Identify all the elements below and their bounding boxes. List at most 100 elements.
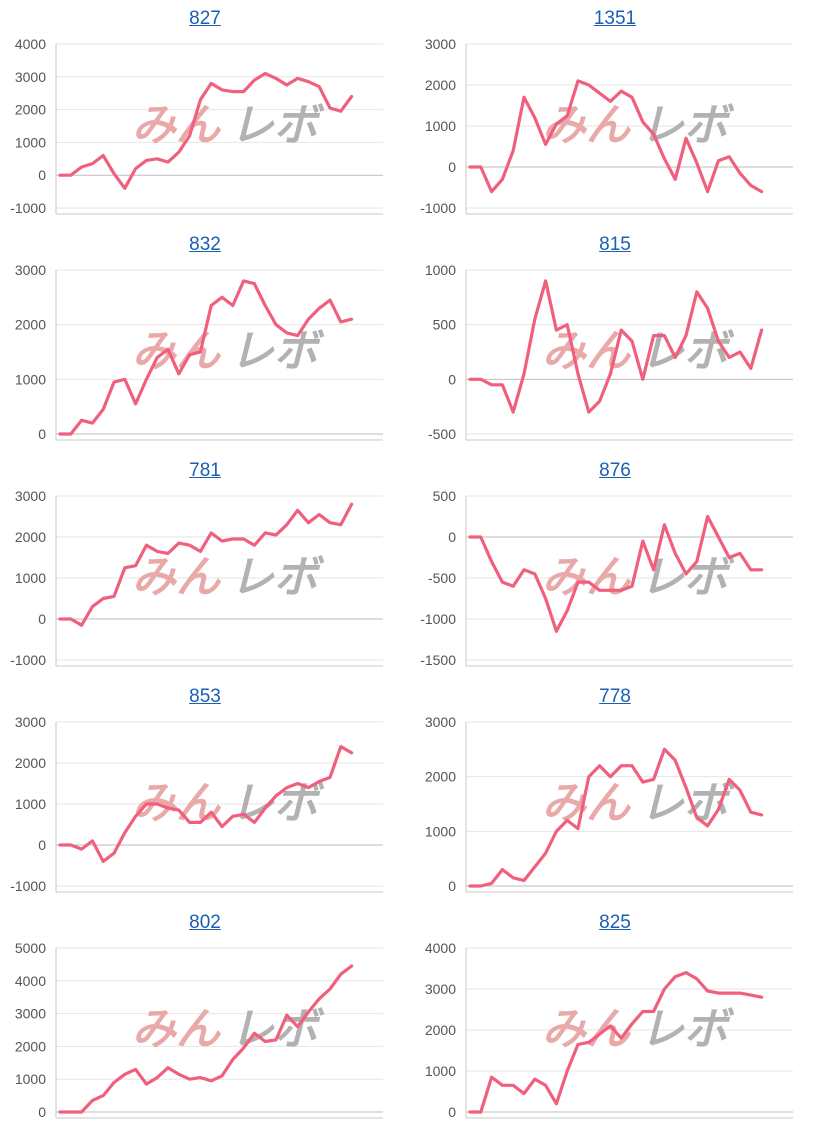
y-tick-label: 0 — [448, 529, 456, 545]
line-chart: -1000 0 1000 2000 3000 4000 みん レボ — [10, 36, 383, 216]
y-tick-label: 2000 — [15, 529, 46, 545]
y-tick-label: 4000 — [425, 940, 456, 956]
y-tick-label: 2000 — [15, 317, 46, 333]
chart-title-link[interactable]: 781 — [189, 460, 221, 481]
svg-text:レボ: レボ — [640, 552, 735, 603]
y-tick-label: -1000 — [420, 200, 456, 216]
watermark-logo: みん レボ — [542, 1004, 735, 1055]
svg-text:レボ: レボ — [230, 100, 325, 151]
y-tick-label: 1000 — [425, 1063, 456, 1079]
y-tick-label: 3000 — [15, 488, 46, 504]
watermark-logo: みん レボ — [132, 552, 325, 603]
series-line — [58, 502, 354, 627]
y-tick-label: 1000 — [425, 823, 456, 839]
y-tick-label: 4000 — [15, 36, 46, 52]
chart-title-link[interactable]: 815 — [599, 234, 631, 255]
chart-panel: 876 -1500 -1000 -500 0 500 みん レボ — [410, 452, 820, 678]
y-tick-label: 0 — [38, 611, 46, 627]
y-tick-label: 1000 — [15, 570, 46, 586]
y-tick-label: -1000 — [420, 611, 456, 627]
line-chart: 0 1000 2000 3000 4000 みん レボ — [425, 940, 793, 1120]
chart-panel: 825 0 1000 2000 3000 4000 みん レボ — [410, 904, 820, 1130]
svg-text:みん: みん — [542, 552, 632, 603]
series-line — [468, 79, 764, 194]
y-tick-label: 0 — [38, 1104, 46, 1120]
svg-text:みん: みん — [132, 100, 222, 151]
chart-title: 825 — [410, 912, 820, 934]
y-tick-label: 3000 — [15, 1006, 46, 1022]
series-line — [468, 747, 764, 888]
chart-panel: 778 0 1000 2000 3000 みん レボ — [410, 678, 820, 904]
series-line — [58, 279, 354, 436]
chart-panel: 781 -1000 0 1000 2000 3000 みん レボ — [0, 452, 410, 678]
y-tick-label: -500 — [428, 570, 456, 586]
y-tick-label: 0 — [448, 159, 456, 175]
line-chart: -1500 -1000 -500 0 500 みん レボ — [420, 488, 793, 668]
y-tick-label: 3000 — [425, 981, 456, 997]
chart-title: 827 — [0, 8, 410, 30]
chart-panel: 815 -500 0 500 1000 みん レボ — [410, 226, 820, 452]
y-tick-label: 1000 — [425, 262, 456, 278]
y-tick-label: 3000 — [15, 69, 46, 85]
chart-title-link[interactable]: 827 — [189, 8, 221, 29]
series-line — [58, 71, 354, 190]
svg-text:みん: みん — [132, 552, 222, 603]
y-tick-label: 0 — [38, 167, 46, 183]
line-chart: 0 1000 2000 3000 4000 5000 みん レボ — [15, 940, 383, 1120]
chart-title-link[interactable]: 1351 — [593, 8, 637, 29]
y-tick-label: 5000 — [15, 940, 46, 956]
y-tick-label: 2000 — [15, 102, 46, 118]
chart-title: 832 — [0, 234, 410, 256]
svg-text:みん: みん — [542, 326, 632, 377]
chart-title: 876 — [410, 460, 820, 482]
chart-title: 778 — [410, 686, 820, 708]
chart-title-link[interactable]: 778 — [599, 686, 631, 707]
y-tick-label: 2000 — [425, 1022, 456, 1038]
chart-panel: 1351 -1000 0 1000 2000 3000 みん レボ — [410, 0, 820, 226]
watermark-logo: みん レボ — [132, 100, 325, 151]
y-tick-label: 1000 — [15, 371, 46, 387]
y-tick-label: 3000 — [425, 714, 456, 730]
y-tick-label: 1000 — [15, 134, 46, 150]
chart-title-link[interactable]: 832 — [189, 234, 221, 255]
y-tick-label: 2000 — [425, 77, 456, 93]
svg-text:レボ: レボ — [640, 1004, 735, 1055]
y-tick-label: -500 — [428, 426, 456, 442]
svg-text:レボ: レボ — [230, 326, 325, 377]
y-tick-label: -1000 — [10, 200, 46, 216]
y-tick-label: 1000 — [15, 1071, 46, 1087]
chart-panel: 802 0 1000 2000 3000 4000 5000 みん レボ — [0, 904, 410, 1130]
chart-title-link[interactable]: 825 — [599, 912, 631, 933]
y-tick-label: -1000 — [10, 652, 46, 668]
chart-title: 781 — [0, 460, 410, 482]
y-tick-label: 1000 — [425, 118, 456, 134]
y-tick-label: 0 — [38, 837, 46, 853]
chart-title: 802 — [0, 912, 410, 934]
y-tick-label: 3000 — [15, 714, 46, 730]
series-line — [58, 744, 354, 863]
watermark-logo: みん レボ — [132, 1004, 325, 1055]
series-line — [468, 970, 764, 1114]
y-tick-label: -1000 — [10, 878, 46, 894]
chart-title-link[interactable]: 802 — [189, 912, 221, 933]
chart-title: 1351 — [410, 8, 820, 30]
svg-text:レボ: レボ — [230, 552, 325, 603]
chart-title-link[interactable]: 853 — [189, 686, 221, 707]
chart-title-link[interactable]: 876 — [599, 460, 631, 481]
y-tick-label: 500 — [433, 488, 457, 504]
series-line — [58, 964, 354, 1114]
chart-title: 853 — [0, 686, 410, 708]
y-tick-label: -1500 — [420, 652, 456, 668]
chart-panel: 832 0 1000 2000 3000 みん レボ — [0, 226, 410, 452]
chart-panel: 827 -1000 0 1000 2000 3000 4000 みん レボ — [0, 0, 410, 226]
y-tick-label: 2000 — [15, 1038, 46, 1054]
y-tick-label: 4000 — [15, 973, 46, 989]
series-line — [468, 279, 764, 414]
y-tick-label: 2000 — [425, 769, 456, 785]
